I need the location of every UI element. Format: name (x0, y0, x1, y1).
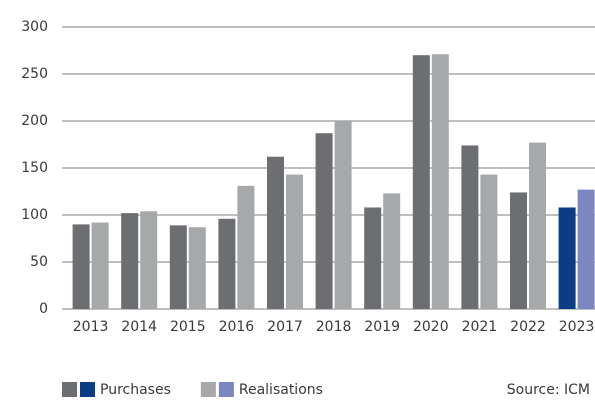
x-tick-label: 2016 (219, 319, 255, 335)
source-note: Source: ICM (507, 382, 590, 398)
x-tick-label: 2017 (267, 319, 303, 335)
x-tick-label: 2021 (462, 319, 498, 335)
bar (383, 193, 401, 309)
bar (334, 121, 352, 309)
bar (121, 213, 139, 309)
bar (480, 174, 498, 309)
bar (364, 207, 382, 309)
y-tick-label: 200 (21, 113, 48, 129)
bar (91, 222, 109, 309)
bar (72, 224, 90, 309)
bar (169, 225, 187, 309)
bar (577, 189, 595, 309)
bar (140, 211, 158, 309)
y-tick-label: 0 (39, 301, 48, 317)
bar (218, 218, 236, 309)
bar (286, 174, 303, 309)
bar (188, 227, 206, 309)
y-tick-label: 50 (30, 254, 48, 270)
x-tick-label: 2022 (510, 319, 546, 335)
y-tick-label: 150 (21, 160, 48, 176)
bar (529, 142, 546, 309)
legend-label: Purchases (100, 382, 171, 398)
legend-swatch (62, 382, 77, 397)
x-tick-label: 2013 (73, 319, 109, 335)
x-tick-label: 2014 (121, 319, 157, 335)
bar (267, 156, 284, 309)
legend-swatch (200, 382, 216, 397)
x-tick-label: 2020 (413, 319, 449, 335)
y-tick-label: 100 (21, 207, 48, 223)
x-tick-label: 2015 (170, 319, 206, 335)
y-tick-label: 300 (21, 19, 48, 35)
y-tick-label: 250 (21, 66, 48, 82)
bar (237, 185, 255, 309)
legend-swatch (218, 382, 234, 397)
bar (315, 133, 333, 309)
bar (510, 192, 527, 309)
bar (412, 55, 430, 310)
x-tick-label: 2019 (364, 319, 400, 335)
bar (431, 54, 449, 310)
legend-swatch (80, 382, 95, 397)
bar (558, 207, 576, 309)
x-tick-label: 2018 (316, 319, 352, 335)
legend-label: Realisations (239, 382, 323, 398)
bar (461, 145, 479, 309)
x-tick-label: 2023 (559, 319, 595, 335)
